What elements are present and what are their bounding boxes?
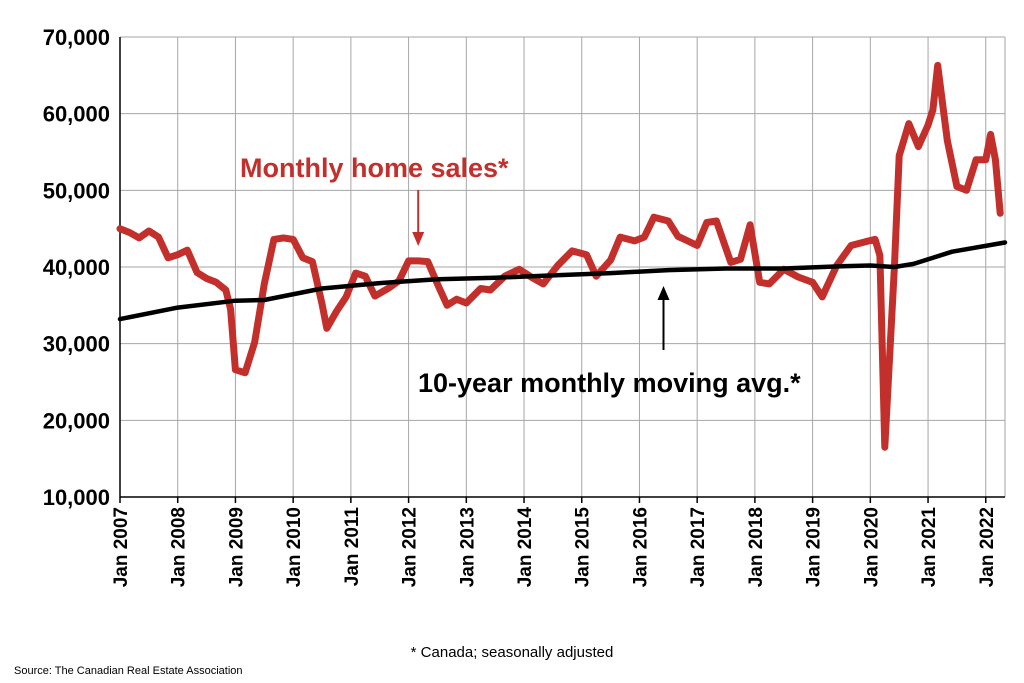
- x-tick-label: Jan 2011: [342, 507, 363, 587]
- series-lines: [116, 61, 1008, 451]
- x-tick-label: Jan 2019: [804, 507, 825, 587]
- y-tick-label: 40,000: [43, 255, 110, 280]
- x-tick-label: Jan 2013: [457, 507, 478, 587]
- x-tick-label: Jan 2007: [111, 507, 132, 587]
- x-tick-label: Jan 2020: [861, 507, 882, 587]
- x-tick-label: Jan 2010: [284, 507, 305, 587]
- y-tick-label: 30,000: [43, 332, 110, 357]
- x-tick-label: Jan 2012: [400, 507, 421, 587]
- arrowhead-average: [657, 286, 670, 300]
- annotations: Monthly home sales* 10-year monthly movi…: [240, 153, 801, 398]
- annotation-monthly-home-sales: Monthly home sales*: [240, 153, 509, 183]
- x-tick-label: Jan 2008: [169, 507, 190, 587]
- y-tick-label: 10,000: [43, 485, 110, 510]
- x-tick-label: Jan 2021: [919, 507, 940, 588]
- x-tick-label: Jan 2009: [226, 507, 247, 587]
- x-tick-label: Jan 2016: [630, 507, 651, 587]
- x-tick-label: Jan 2018: [746, 507, 767, 587]
- y-tick-label: 20,000: [43, 408, 110, 433]
- y-tick-label: 50,000: [43, 178, 110, 203]
- x-tick-label: Jan 2022: [977, 507, 998, 587]
- footnote: * Canada; seasonally adjusted: [410, 644, 614, 661]
- x-axis-ticks: Jan 2007 Jan 2008 Jan 2009 Jan 2010 Jan 2011…: [111, 507, 998, 588]
- annotation-moving-average: 10-year monthly moving avg.*: [418, 368, 801, 398]
- y-axis-ticks: 10,000 20,000 30,000 40,000 50,000 60,000 70,0…: [43, 25, 110, 510]
- axes: [119, 37, 1005, 503]
- series-moving-average: [117, 240, 1008, 322]
- x-tick-label: Jan 2017: [688, 507, 709, 587]
- y-tick-label: 60,000: [43, 102, 110, 127]
- source-note: Source: The Canadian Real Estate Associa…: [14, 665, 243, 677]
- y-tick-label: 70,000: [43, 25, 110, 50]
- series-monthly-home-sales: [116, 61, 1004, 451]
- x-tick-label: Jan 2014: [515, 507, 536, 588]
- x-tick-label: Jan 2015: [573, 507, 594, 588]
- arrowhead-sales: [412, 232, 425, 246]
